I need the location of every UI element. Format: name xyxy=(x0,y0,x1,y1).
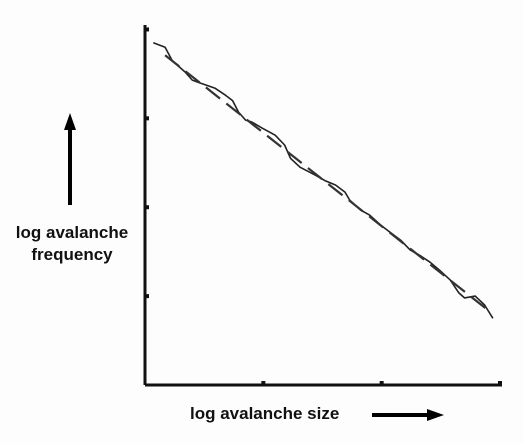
x-axis-label: log avalanche size xyxy=(190,404,340,423)
data-line xyxy=(153,42,494,319)
y-arrow-head xyxy=(64,113,76,130)
y-axis-label: log avalanche frequency xyxy=(15,223,129,264)
fit-line xyxy=(164,54,492,313)
x-arrow-head xyxy=(427,409,444,421)
